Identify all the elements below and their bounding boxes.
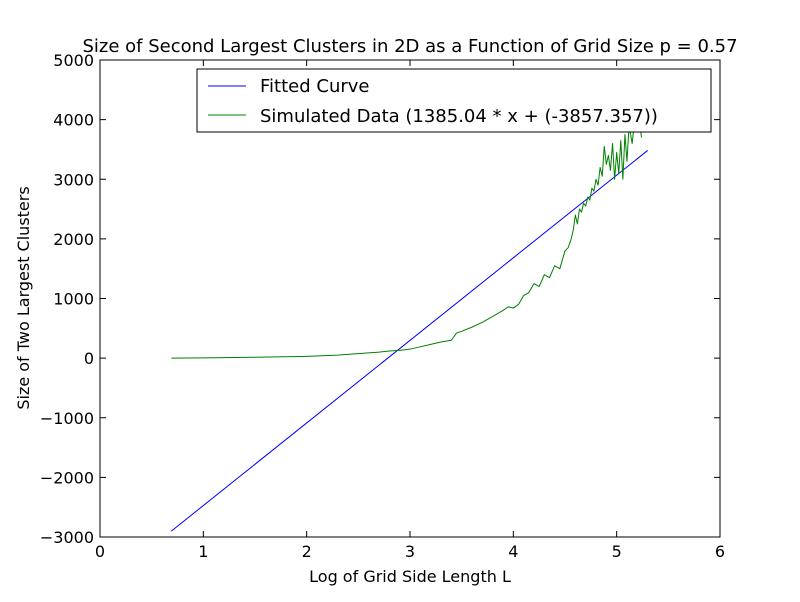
y-tick-label: 5000 [53, 51, 94, 70]
x-tick-label: 1 [198, 542, 208, 561]
legend: Fitted Curve Simulated Data (1385.04 * x… [196, 68, 712, 133]
chart-title: Size of Second Largest Clusters in 2D as… [82, 36, 737, 57]
y-tick-label: −2000 [40, 468, 94, 487]
x-tick-label: 6 [715, 542, 725, 561]
y-tick-label: 2000 [53, 230, 94, 249]
series-line-fitted-curve [170, 150, 648, 532]
x-tick-label: 0 [95, 542, 105, 561]
x-tick-label: 3 [405, 542, 415, 561]
y-tick-label: 4000 [53, 111, 94, 130]
y-tick-label: 1000 [53, 290, 94, 309]
y-tick-label: 3000 [53, 170, 94, 189]
y-tick-label: 0 [84, 349, 94, 368]
x-tick-label: 2 [302, 542, 312, 561]
y-tick-label: −1000 [40, 409, 94, 428]
series-line-simulated-data [171, 113, 642, 359]
x-tick-label: 4 [508, 542, 518, 561]
axis-layer: 0 1 2 3 4 5 6 −3000 −2000 −1000 0 1000 2000 3000 4000 5… [40, 51, 725, 561]
legend-label-simulated-data: Simulated Data (1385.04 * x + (-3857.357… [260, 106, 658, 127]
y-axis-label: Size of Two Largest Clusters [14, 186, 33, 409]
legend-box [196, 68, 712, 133]
x-tick-label: 5 [612, 542, 622, 561]
legend-label-fitted-curve: Fitted Curve [260, 76, 370, 97]
series-layer [170, 113, 648, 532]
x-axis-label: Log of Grid Side Length L [309, 567, 511, 586]
y-tick-label: −3000 [40, 528, 94, 547]
